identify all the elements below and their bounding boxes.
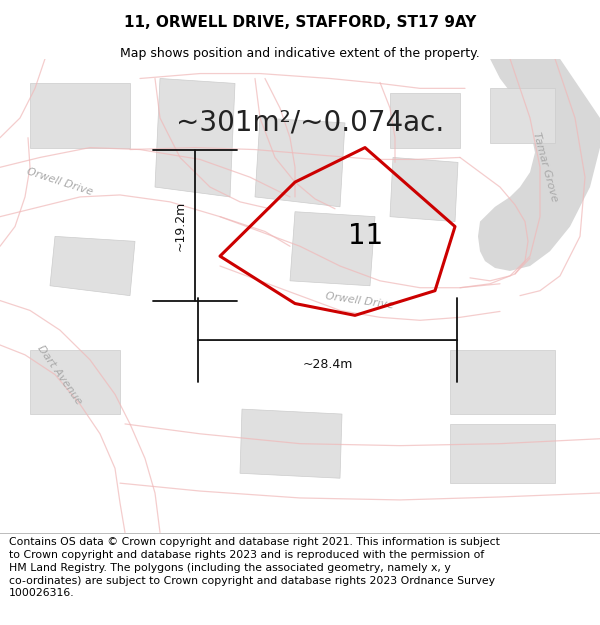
- Text: 11, ORWELL DRIVE, STAFFORD, ST17 9AY: 11, ORWELL DRIVE, STAFFORD, ST17 9AY: [124, 14, 476, 29]
- Text: Orwell Drive: Orwell Drive: [26, 167, 94, 198]
- Text: Tamar Grove: Tamar Grove: [531, 131, 559, 203]
- Polygon shape: [30, 83, 130, 148]
- Polygon shape: [450, 350, 555, 414]
- Polygon shape: [390, 93, 460, 148]
- Text: ~301m²/~0.074ac.: ~301m²/~0.074ac.: [176, 109, 444, 137]
- Polygon shape: [390, 158, 458, 222]
- Polygon shape: [290, 212, 375, 286]
- Polygon shape: [240, 409, 342, 478]
- Text: Dart Avenue: Dart Avenue: [36, 343, 84, 406]
- Text: Map shows position and indicative extent of the property.: Map shows position and indicative extent…: [120, 47, 480, 60]
- Polygon shape: [450, 424, 555, 483]
- Polygon shape: [50, 236, 135, 296]
- Text: ~19.2m: ~19.2m: [174, 201, 187, 251]
- Polygon shape: [490, 88, 555, 142]
- Polygon shape: [255, 118, 345, 207]
- Text: 11: 11: [348, 222, 383, 250]
- Polygon shape: [155, 79, 235, 197]
- Text: Contains OS data © Crown copyright and database right 2021. This information is : Contains OS data © Crown copyright and d…: [9, 537, 500, 598]
- Polygon shape: [478, 59, 600, 271]
- Polygon shape: [30, 350, 120, 414]
- Text: Orwell Drive: Orwell Drive: [325, 291, 395, 311]
- Text: ~28.4m: ~28.4m: [302, 357, 353, 371]
